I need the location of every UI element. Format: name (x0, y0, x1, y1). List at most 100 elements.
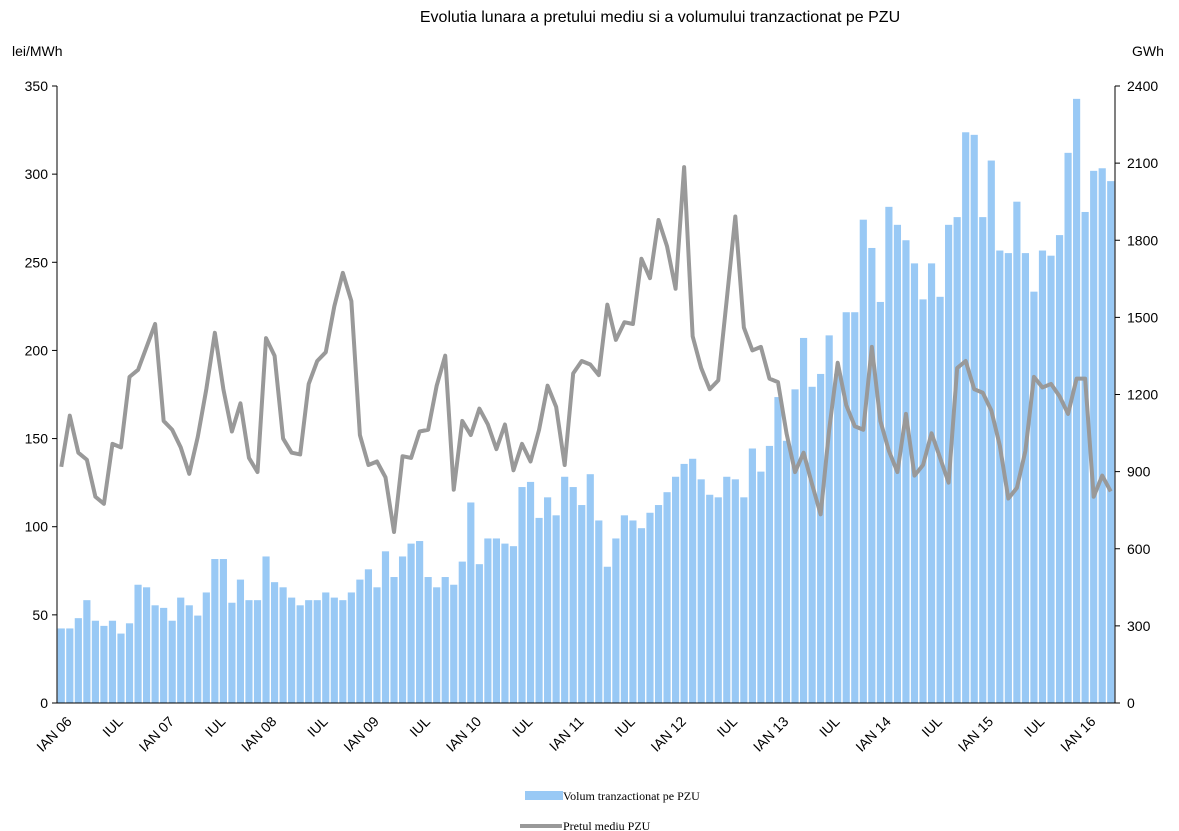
x-tick-label: IAN 07 (136, 713, 178, 755)
x-tick-label: IUL (1021, 713, 1048, 740)
bar (936, 296, 944, 703)
x-tick-label: IUL (202, 713, 229, 740)
bar (620, 515, 628, 703)
bar (987, 160, 995, 703)
y2-tick-label: 600 (1127, 541, 1151, 557)
bar (569, 487, 577, 703)
bar (927, 263, 936, 703)
bar (492, 538, 500, 703)
bar (953, 217, 961, 704)
bar (535, 517, 543, 703)
bar (1047, 255, 1055, 704)
bar (757, 471, 765, 703)
bar (66, 628, 74, 703)
bar (561, 476, 569, 703)
bar (339, 600, 347, 703)
bar (612, 538, 620, 703)
bar (407, 543, 415, 703)
bar (782, 440, 791, 703)
bar (381, 551, 390, 703)
bar (245, 600, 253, 703)
bar (236, 579, 245, 703)
bar (373, 587, 381, 703)
y-tick-label: 350 (25, 78, 49, 94)
y-tick-label: 250 (25, 254, 49, 270)
bar (714, 497, 722, 703)
bar (177, 597, 185, 703)
bar (672, 476, 680, 703)
y2-tick-label: 2100 (1127, 155, 1158, 171)
bar (74, 618, 82, 703)
y2-tick-label: 1200 (1127, 387, 1158, 403)
bar (1081, 211, 1089, 704)
y2-tick-label: 1800 (1127, 232, 1158, 248)
bar (586, 474, 594, 703)
bar (117, 633, 125, 703)
bar (125, 623, 134, 703)
bar (134, 584, 142, 703)
y-tick-label: 0 (40, 695, 48, 711)
y-tick-label: 200 (25, 342, 49, 358)
x-tick-label: IAN 12 (647, 713, 689, 755)
bar (817, 373, 825, 703)
bar (202, 592, 210, 703)
bar (808, 386, 816, 703)
bar (458, 561, 466, 703)
bar (91, 620, 99, 703)
bar (288, 597, 296, 703)
y-tick-label: 300 (25, 166, 49, 182)
bar (296, 605, 304, 703)
bar (689, 458, 697, 703)
bar (211, 559, 219, 703)
x-tick-label: IUL (509, 713, 536, 740)
x-tick-label: IAN 14 (852, 713, 894, 755)
bar (731, 479, 739, 703)
bar (390, 577, 398, 703)
bar (108, 620, 117, 703)
bar (706, 494, 714, 703)
x-tick-label: IAN 16 (1057, 713, 1099, 755)
bar (663, 492, 671, 703)
bar (680, 463, 688, 703)
bar (970, 134, 978, 704)
legend-label: Volum tranzactionat pe PZU (563, 789, 700, 803)
x-tick-label: IUL (611, 713, 638, 740)
bar (1021, 253, 1029, 703)
bar (1013, 201, 1021, 703)
x-tick-label: IAN 08 (238, 713, 280, 755)
legend-swatch (525, 791, 563, 800)
bar (603, 566, 611, 703)
bar (83, 600, 91, 703)
y-tick-label: 150 (25, 431, 49, 447)
x-tick-label: IAN 13 (750, 713, 792, 755)
bar (748, 448, 756, 703)
x-tick-label: IUL (99, 713, 126, 740)
bar (1030, 291, 1038, 703)
bar (578, 505, 586, 703)
bar (1038, 250, 1047, 704)
bar (262, 556, 270, 703)
bar (450, 584, 458, 703)
bar (322, 592, 330, 703)
bar (185, 605, 193, 703)
x-tick-label: IUL (304, 713, 331, 740)
bar (441, 577, 449, 703)
y2-tick-label: 300 (1127, 618, 1151, 634)
y-tick-label: 100 (25, 519, 49, 535)
bar (194, 615, 202, 703)
bar (552, 515, 560, 703)
y2-tick-label: 0 (1127, 695, 1135, 711)
bar (919, 299, 927, 703)
y2-tick-label: 2400 (1127, 78, 1158, 94)
bar (168, 620, 176, 703)
y2-tick-label: 1500 (1127, 309, 1158, 325)
bar (774, 397, 782, 703)
bar (1055, 235, 1064, 703)
bar (859, 219, 867, 703)
x-tick-label: IAN 06 (33, 713, 75, 755)
x-tick-label: IAN 10 (443, 713, 485, 755)
bar (518, 487, 526, 703)
bar (1064, 152, 1072, 703)
line (59, 165, 1113, 534)
bar (1073, 98, 1081, 703)
